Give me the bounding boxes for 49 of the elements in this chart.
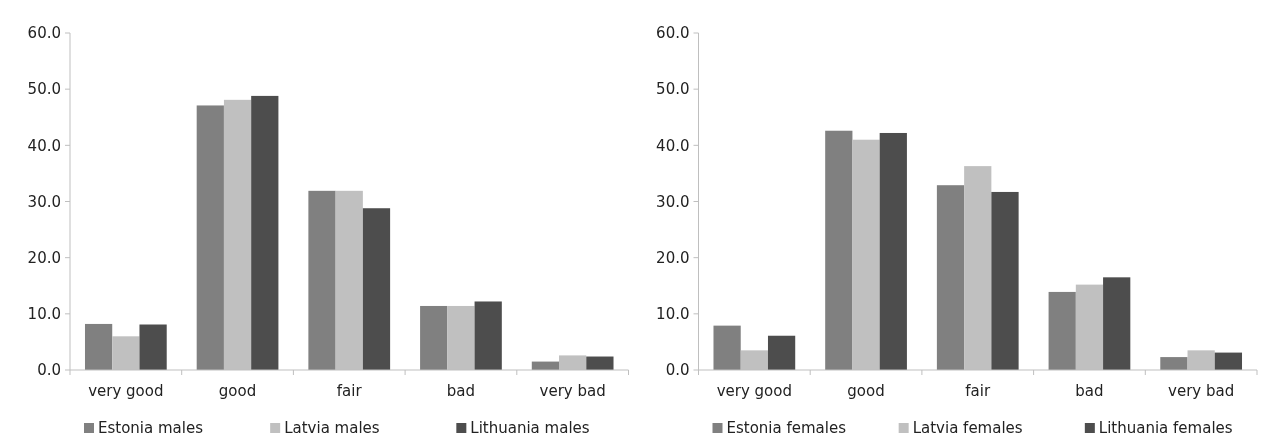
y-tick-label: 10.0 bbox=[656, 305, 690, 324]
x-tick-label: very bad bbox=[1168, 382, 1235, 400]
bar bbox=[1214, 352, 1243, 370]
bar bbox=[879, 132, 907, 370]
y-tick-label: 50.0 bbox=[27, 80, 61, 99]
y-tick-label: 0.0 bbox=[665, 361, 690, 380]
bar bbox=[251, 95, 279, 370]
x-tick-label: very good bbox=[88, 382, 164, 400]
bar bbox=[308, 190, 336, 370]
bar bbox=[196, 105, 224, 370]
legend-label: Lithuania males bbox=[470, 419, 590, 437]
y-tick-label: 50.0 bbox=[656, 80, 690, 99]
y-tick-label: 30.0 bbox=[27, 192, 61, 211]
bar bbox=[362, 208, 391, 370]
bar bbox=[936, 185, 965, 370]
x-tick-label: fair bbox=[336, 382, 363, 400]
x-tick-label: good bbox=[218, 382, 257, 400]
y-tick-label: 30.0 bbox=[656, 192, 690, 211]
bar bbox=[713, 325, 741, 370]
bar bbox=[84, 323, 113, 370]
bar bbox=[1160, 357, 1188, 370]
legend-label: Latvia males bbox=[284, 419, 380, 437]
x-tick-label: very bad bbox=[539, 382, 606, 400]
bar bbox=[420, 305, 448, 370]
bar bbox=[1048, 291, 1076, 370]
legend-label: Lithuania females bbox=[1098, 419, 1233, 437]
legend-label: Latvia females bbox=[912, 419, 1023, 437]
y-tick-label: 60.0 bbox=[656, 24, 690, 43]
bar bbox=[991, 191, 1019, 370]
y-tick-label: 10.0 bbox=[27, 305, 61, 324]
y-tick-label: 40.0 bbox=[27, 136, 61, 155]
y-tick-label: 40.0 bbox=[656, 136, 690, 155]
bar bbox=[1103, 277, 1131, 370]
bar bbox=[474, 301, 502, 370]
x-tick-label: bad bbox=[446, 382, 476, 400]
bar bbox=[825, 130, 853, 370]
bar bbox=[586, 356, 614, 370]
y-tick-label: 20.0 bbox=[27, 248, 61, 267]
x-tick-label: good bbox=[847, 382, 885, 400]
x-tick-label: fair bbox=[965, 382, 991, 400]
bar bbox=[139, 324, 167, 370]
y-tick-label: 20.0 bbox=[656, 248, 690, 267]
x-tick-label: very good bbox=[716, 382, 793, 400]
legend-label: Estonia females bbox=[726, 419, 847, 437]
y-tick-label: 0.0 bbox=[37, 361, 61, 380]
x-tick-label: bad bbox=[1075, 382, 1104, 400]
legend-label: Estonia males bbox=[98, 419, 204, 437]
y-tick-label: 60.0 bbox=[27, 24, 61, 43]
bar bbox=[767, 335, 796, 370]
